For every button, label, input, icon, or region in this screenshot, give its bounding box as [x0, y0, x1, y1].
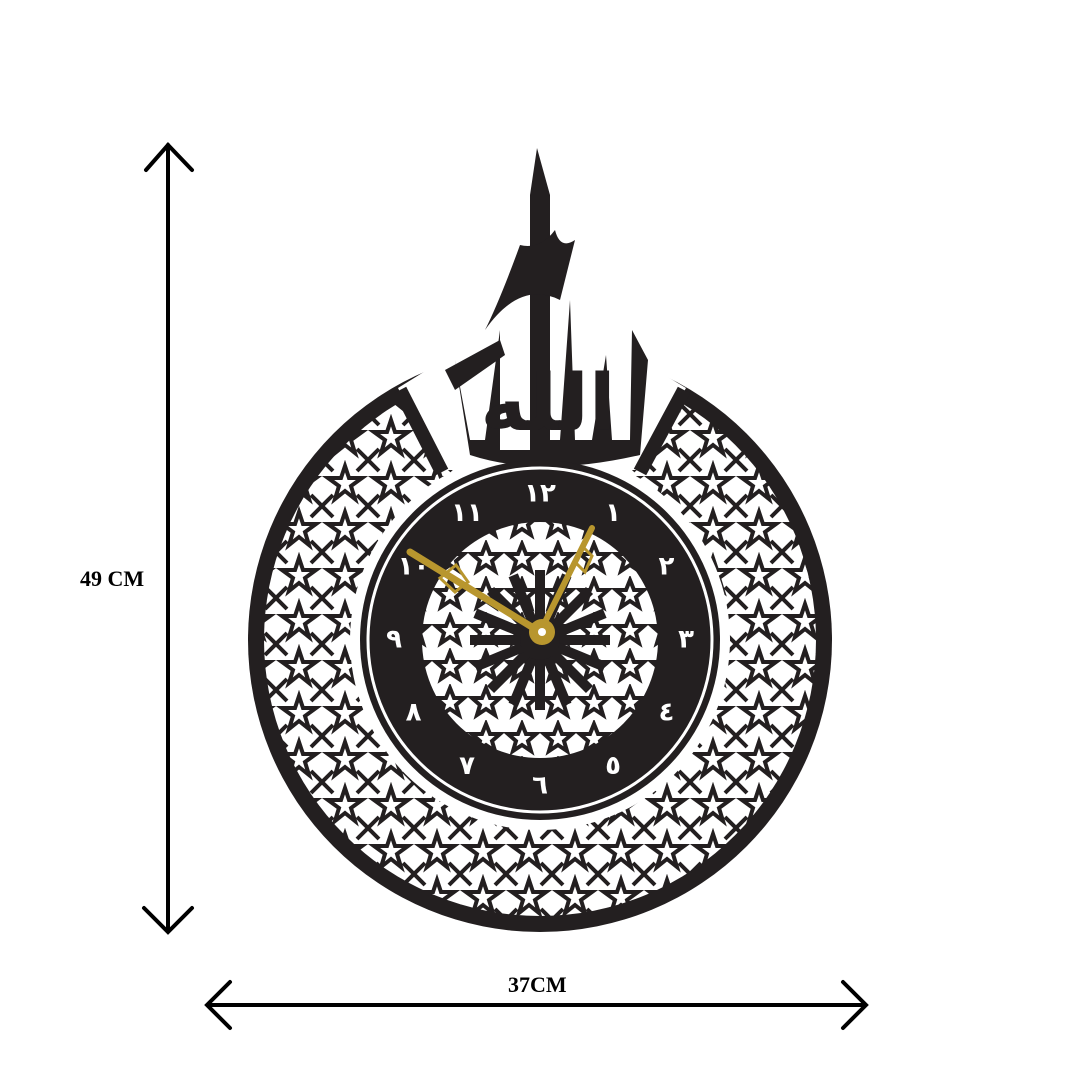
dial-numeral: ٢ [659, 552, 675, 582]
dial-numeral: ٧ [459, 751, 475, 781]
width-arrow [204, 980, 869, 1030]
height-arrow [142, 142, 194, 935]
dial-numeral: ٣ [678, 625, 694, 655]
dial-numeral: ٥ [605, 751, 621, 781]
clock-hands [406, 525, 595, 645]
allah-calligraphy-text: الله [480, 359, 615, 449]
minute-hand [537, 525, 595, 635]
dial-numeral: ٩ [386, 625, 402, 655]
allah-calligraphy: الله [445, 148, 648, 470]
dial-numeral: ١ [605, 498, 621, 528]
dial-numeral: ٨ [406, 698, 422, 728]
dial-numeral: ٦ [532, 771, 548, 801]
height-label: 49 CM [80, 566, 145, 591]
width-label: 37CM [508, 972, 567, 997]
hour-hand [406, 548, 544, 636]
dial-numeral: ٤ [659, 698, 675, 728]
dial-numeral: ١٢ [524, 479, 556, 509]
dial-numeral: ١١ [451, 498, 483, 528]
